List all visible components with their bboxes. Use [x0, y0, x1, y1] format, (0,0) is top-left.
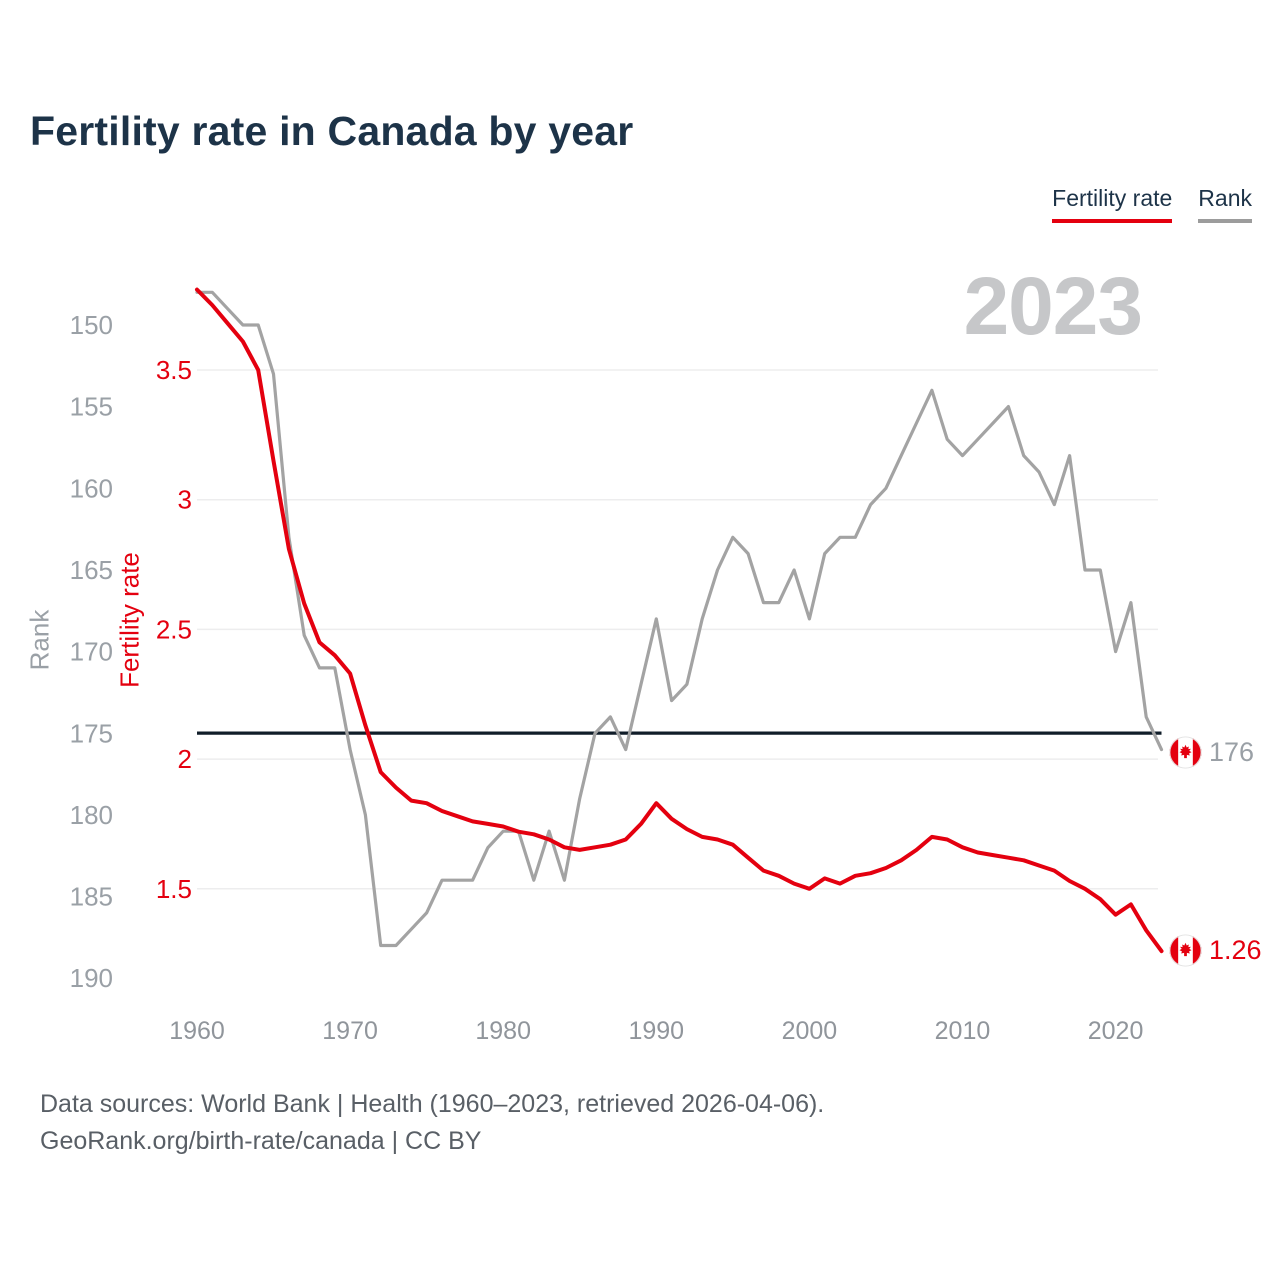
canada-flag-icon	[1169, 736, 1202, 769]
year-tick-label: 1960	[169, 1017, 225, 1045]
rank-tick-label: 160	[70, 473, 113, 503]
rank-tick-label: 170	[70, 637, 113, 667]
rank-tick-label: 155	[70, 392, 113, 422]
fertility-series-line	[195, 287, 1164, 954]
footer-line-2: GeoRank.org/birth-rate/canada | CC BY	[40, 1127, 482, 1155]
rank-axis-title: Rank	[24, 609, 55, 671]
fertility-tick-label: 2	[178, 744, 192, 774]
rank-tick-label: 165	[70, 555, 113, 585]
fertility-current-label: 1.26	[1209, 935, 1262, 965]
rank-current-value: 176	[1169, 736, 1254, 769]
legend-item-fertility-rate[interactable]: Fertility rate	[1052, 185, 1173, 223]
fertility-tick-label: 3	[178, 485, 192, 515]
rank-series-line	[195, 290, 1164, 948]
data-source-footer: Data sources: World Bank | Health (1960–…	[40, 1086, 824, 1160]
rank-tick-label: 185	[70, 882, 113, 912]
footer-line-1: Data sources: World Bank | Health (1960–…	[40, 1090, 825, 1118]
fertility-current-value: 1.26	[1169, 934, 1262, 967]
page-title: Fertility rate in Canada by year	[30, 108, 634, 154]
legend: Fertility rate Rank	[1052, 185, 1252, 223]
year-watermark: 2023	[963, 261, 1143, 352]
year-tick-label: 1990	[628, 1017, 684, 1045]
fertility-tick-label: 3.5	[156, 355, 192, 385]
fertility-axis-title: Fertility rate	[114, 552, 145, 688]
year-tick-label: 2020	[1088, 1017, 1144, 1045]
rank-tick-label: 180	[70, 800, 113, 830]
rank-tick-label: 150	[70, 310, 113, 340]
year-tick-label: 2010	[935, 1017, 991, 1045]
canada-flag-icon	[1169, 934, 1202, 967]
rank-tick-label: 190	[70, 963, 113, 993]
fertility-tick-label: 1.5	[156, 874, 192, 904]
rank-tick-label: 175	[70, 718, 113, 748]
year-tick-label: 1970	[322, 1017, 378, 1045]
fertility-tick-label: 2.5	[156, 614, 192, 644]
legend-item-rank[interactable]: Rank	[1198, 185, 1252, 223]
rank-current-label: 176	[1209, 737, 1255, 767]
year-tick-label: 2000	[782, 1017, 838, 1045]
year-tick-label: 1980	[475, 1017, 531, 1045]
